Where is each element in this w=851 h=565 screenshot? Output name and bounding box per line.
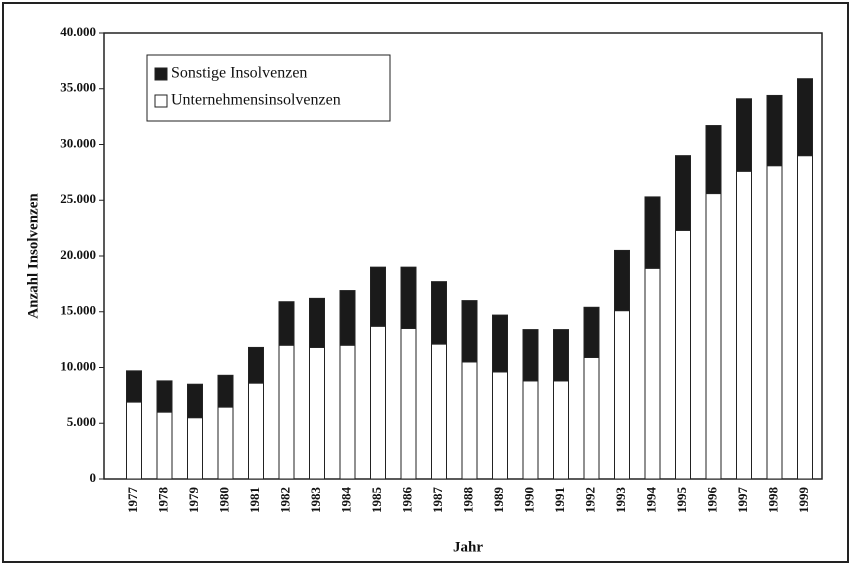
bar-segment [583,306,600,358]
y-tick-label: 15.000 [60,303,96,318]
bar-segment [705,193,722,480]
x-tick-label: 1997 [735,487,750,514]
bar-segment [400,266,417,329]
legend-box [146,54,391,122]
x-tick-label: 1980 [216,487,231,513]
legend-label: Unternehmensinsolvenzen [171,92,341,109]
x-tick-label: 1998 [765,487,780,514]
bar-segment [614,249,630,312]
bar-segment [797,78,813,157]
legend-swatch [154,67,168,81]
x-tick-label: 1993 [613,487,628,514]
bar-segment [461,300,478,363]
bar-segment [644,196,661,269]
bar-segment [278,301,295,346]
x-tick-label: 1990 [521,487,536,513]
x-tick-label: 1987 [430,487,445,514]
bar-segment [736,170,752,480]
x-tick-label: 1986 [399,487,414,514]
bar-segment [309,346,325,480]
bar-segment [339,290,356,346]
y-tick-label: 10.000 [60,358,96,373]
bar-segment [339,344,356,480]
bar-segment [675,229,691,480]
bar-segment [553,329,569,382]
x-tick-label: 1995 [674,487,689,514]
y-tick-label: 20.000 [60,247,96,262]
bar-segment [370,266,386,327]
x-tick-label: 1985 [369,487,384,514]
y-axis-title: Anzahl Insolvenzen [25,193,41,319]
x-tick-label: 1989 [491,487,506,514]
bar-segment [705,125,722,195]
y-tick-label: 0 [90,470,97,485]
y-tick-label: 40.000 [60,24,96,39]
bar-segment [370,325,386,480]
bar-segment [248,382,264,480]
bar-segment [217,374,234,408]
bar-segment [675,155,691,231]
bar-segment [278,344,295,480]
y-tick-label: 5.000 [67,414,96,429]
x-tick-label: 1983 [308,487,323,514]
bar-segment [736,98,752,172]
bar-segment [644,267,661,480]
bar-segment [187,417,203,480]
x-tick-label: 1996 [704,487,719,514]
bar-segment [492,371,508,480]
x-tick-label: 1978 [155,487,170,514]
x-tick-label: 1992 [582,487,597,513]
bar-segment [400,327,417,480]
x-tick-label: 1984 [338,487,353,514]
bar-segment [248,346,264,384]
bar-segment [156,411,173,480]
bar-segment [766,165,783,480]
x-tick-label: 1981 [247,487,262,513]
y-tick-label: 30.000 [60,135,96,150]
x-tick-label: 1999 [796,487,811,514]
legend-label: Sonstige Insolvenzen [171,65,307,82]
bar-segment [583,356,600,480]
x-tick-label: 1991 [552,487,567,513]
bar-segment [126,370,142,403]
bar-segment [217,406,234,480]
bar-segment [522,380,539,480]
legend-swatch [154,94,168,108]
bar-segment [492,314,508,373]
bar-segment [461,361,478,480]
bar-segment [309,297,325,348]
bar-segment [553,380,569,480]
bar-segment [126,401,142,480]
bar-segment [766,94,783,167]
bar-segment [522,329,539,382]
x-tick-label: 1988 [460,487,475,514]
y-tick-label: 35.000 [60,80,96,95]
bar-segment [614,310,630,480]
x-tick-label: 1982 [277,487,292,513]
bar-segment [797,155,813,480]
bar-segment [156,380,173,413]
x-axis-title: Jahr [453,539,483,555]
x-tick-label: 1979 [186,487,201,514]
x-tick-label: 1977 [125,487,140,514]
bar-segment [431,281,447,345]
y-tick-label: 25.000 [60,191,96,206]
x-tick-label: 1994 [643,487,658,514]
bar-segment [431,343,447,480]
bar-segment [187,383,203,419]
